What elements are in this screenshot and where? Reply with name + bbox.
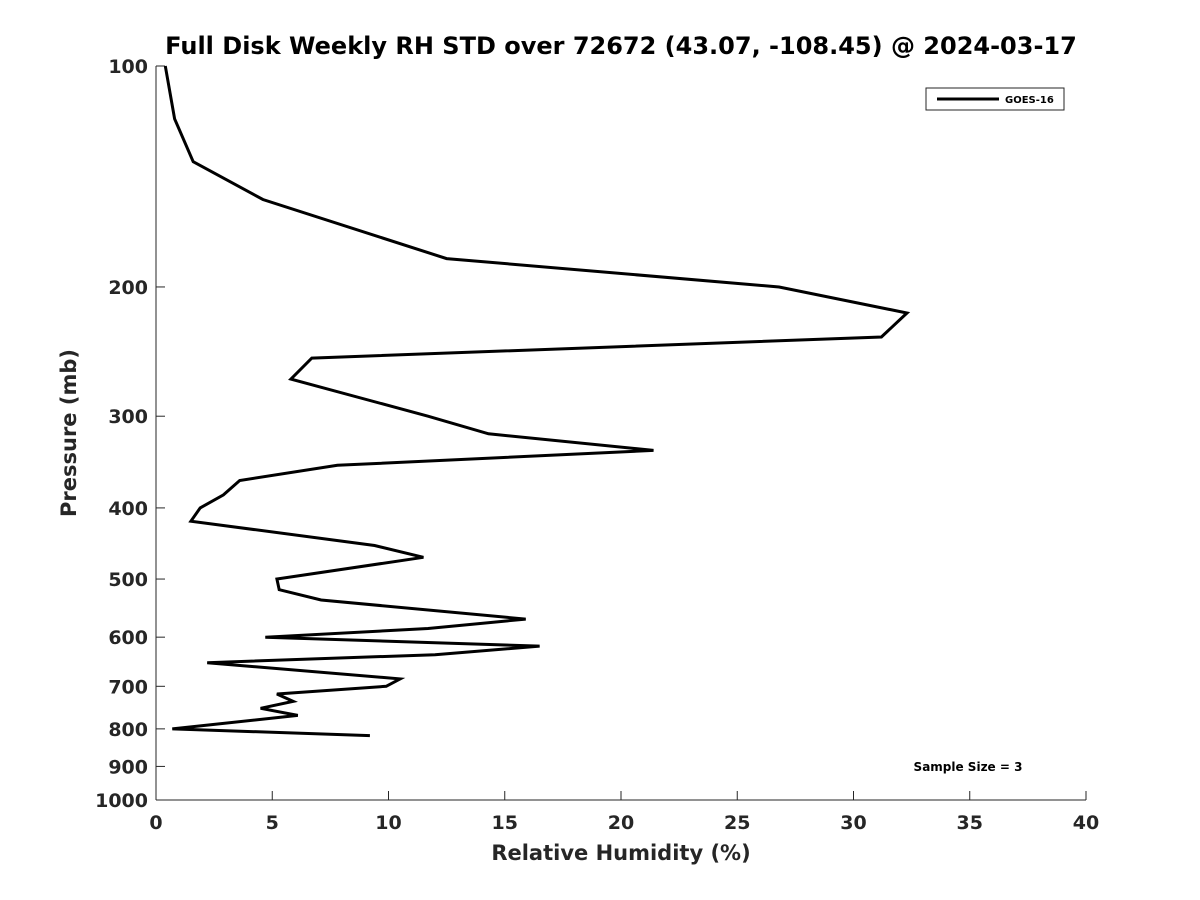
x-tick-label: 35 xyxy=(957,812,983,834)
y-tick-label: 200 xyxy=(108,277,148,299)
chart-title: Full Disk Weekly RH STD over 72672 (43.0… xyxy=(165,32,1077,60)
y-tick-label: 900 xyxy=(108,756,148,778)
sample-size-annotation: Sample Size = 3 xyxy=(914,760,1023,774)
y-tick-label: 300 xyxy=(108,406,148,428)
plot-area: 0 5 10 15 20 25 30 35 40 100 200 300 400 500 600 700 80… xyxy=(95,56,1099,834)
y-axis-label: Pressure (mb) xyxy=(57,349,81,517)
y-tick-label: 600 xyxy=(108,627,148,649)
y-ticks: 100 200 300 400 500 600 700 800 900 1000 xyxy=(95,56,165,812)
y-tick-label: 500 xyxy=(108,569,148,591)
x-tick-label: 0 xyxy=(149,812,162,834)
legend: GOES-16 xyxy=(925,87,1065,111)
series-line-goes-16 xyxy=(163,65,911,738)
x-tick-label: 5 xyxy=(266,812,279,834)
x-tick-label: 10 xyxy=(375,812,401,834)
x-tick-label: 20 xyxy=(608,812,634,834)
series-layer xyxy=(163,65,911,738)
y-tick-label: 800 xyxy=(108,719,148,741)
x-tick-label: 15 xyxy=(492,812,518,834)
x-axis-label: Relative Humidity (%) xyxy=(491,841,750,865)
legend-label-goes16: GOES-16 xyxy=(1005,95,1054,106)
x-tick-label: 30 xyxy=(840,812,866,834)
x-tick-label: 25 xyxy=(724,812,750,834)
y-tick-label: 100 xyxy=(108,56,148,78)
y-tick-label: 1000 xyxy=(95,790,148,812)
x-tick-label: 40 xyxy=(1073,812,1099,834)
y-tick-label: 700 xyxy=(108,676,148,698)
y-tick-label: 400 xyxy=(108,498,148,520)
x-ticks: 0 5 10 15 20 25 30 35 40 xyxy=(149,791,1099,834)
